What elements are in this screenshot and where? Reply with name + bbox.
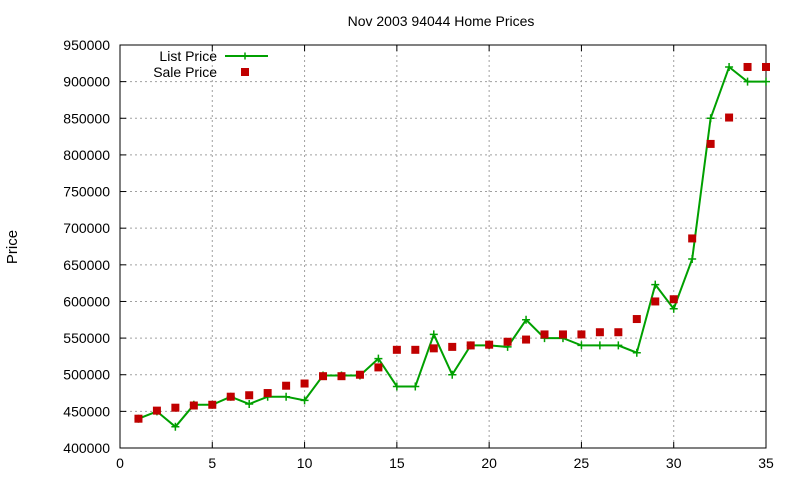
list-price-point xyxy=(522,315,531,324)
list-price-point xyxy=(448,370,457,379)
x-tick-label: 5 xyxy=(208,455,216,471)
y-tick-label: 400000 xyxy=(63,440,110,456)
sale-price-point xyxy=(725,113,734,122)
sale-price-point xyxy=(503,337,512,346)
sale-price-point xyxy=(208,400,217,409)
list-price-point xyxy=(374,354,383,363)
chart-title: Nov 2003 94044 Home Prices xyxy=(348,13,535,29)
y-tick-label: 550000 xyxy=(63,330,110,346)
axis-ticks: 0 5 10 15 20 25 30 35 400000 450000 500000 550000 60… xyxy=(63,37,774,471)
sale-price-point xyxy=(374,363,383,372)
sale-price-point xyxy=(706,139,715,148)
sale-price-point xyxy=(632,315,641,324)
sale-price-point xyxy=(226,392,235,401)
sale-price-point xyxy=(411,345,420,354)
y-tick-label: 650000 xyxy=(63,257,110,273)
list-price-point xyxy=(725,62,734,71)
list-price-point xyxy=(632,348,641,357)
sale-price-point xyxy=(688,234,697,243)
list-price-point xyxy=(282,392,291,401)
x-tick-label: 10 xyxy=(297,455,313,471)
y-tick-label: 450000 xyxy=(63,403,110,419)
sale-price-point xyxy=(448,342,457,351)
sale-price-point xyxy=(337,372,346,381)
x-tick-label: 25 xyxy=(574,455,590,471)
sale-price-point xyxy=(595,328,604,337)
sale-price-point xyxy=(152,406,161,415)
sale-price-point xyxy=(651,297,660,306)
sale-price-point xyxy=(669,295,678,304)
y-tick-label: 500000 xyxy=(63,367,110,383)
list-price-point xyxy=(245,400,254,409)
list-price-point xyxy=(392,382,401,391)
legend-marker-list-price xyxy=(241,52,249,60)
sale-price-point xyxy=(189,401,198,410)
sale-price-point xyxy=(614,328,623,337)
list-price-point xyxy=(651,280,660,289)
sale-price-point xyxy=(300,379,309,388)
list-price-point xyxy=(706,114,715,123)
sale-price-point xyxy=(392,345,401,354)
list-price-point xyxy=(688,254,697,263)
sale-price-point xyxy=(245,391,254,400)
sale-price-point xyxy=(743,62,752,71)
legend-marker-sale-price xyxy=(241,68,249,76)
list-price-point xyxy=(577,341,586,350)
y-tick-label: 700000 xyxy=(63,220,110,236)
x-tick-label: 0 xyxy=(116,455,124,471)
list-price-point xyxy=(743,77,752,86)
sale-price-point xyxy=(134,414,143,423)
sale-price-point xyxy=(485,340,494,349)
sale-price-point xyxy=(171,403,180,412)
list-price-point xyxy=(429,330,438,339)
series-sale-price xyxy=(134,62,770,423)
y-axis-label: Price xyxy=(4,230,21,264)
list-price-point xyxy=(595,341,604,350)
list-price-point xyxy=(300,396,309,405)
list-price-point xyxy=(762,77,770,86)
list-price-point xyxy=(411,382,420,391)
y-tick-label: 950000 xyxy=(63,37,110,53)
plot-frame xyxy=(119,44,767,449)
list-price-point xyxy=(669,304,678,313)
legend-label-list-price: List Price xyxy=(159,48,217,64)
sale-price-point xyxy=(558,330,567,339)
series-list-price xyxy=(134,62,770,431)
x-tick-label: 30 xyxy=(666,455,682,471)
legend: List Price Sale Price xyxy=(153,48,268,80)
sale-price-point xyxy=(522,335,531,344)
list-price-point xyxy=(614,341,623,350)
sale-price-point xyxy=(282,381,291,390)
y-tick-label: 850000 xyxy=(63,110,110,126)
sale-price-point xyxy=(319,372,328,381)
legend-label-sale-price: Sale Price xyxy=(153,64,217,80)
sale-price-point xyxy=(577,330,586,339)
x-tick-label: 15 xyxy=(389,455,405,471)
y-tick-label: 800000 xyxy=(63,147,110,163)
sale-price-point xyxy=(540,330,549,339)
grid-lines xyxy=(120,45,766,448)
x-tick-label: 20 xyxy=(481,455,497,471)
data-series xyxy=(134,62,770,431)
sale-price-point xyxy=(263,389,272,398)
y-tick-label: 600000 xyxy=(63,293,110,309)
sale-price-point xyxy=(429,344,438,353)
y-tick-label: 750000 xyxy=(63,184,110,200)
y-tick-label: 900000 xyxy=(63,74,110,90)
sale-price-point xyxy=(762,62,770,71)
list-price-point xyxy=(171,422,180,431)
sale-price-point xyxy=(355,370,364,379)
sale-price-point xyxy=(466,341,475,350)
x-tick-label: 35 xyxy=(758,455,774,471)
